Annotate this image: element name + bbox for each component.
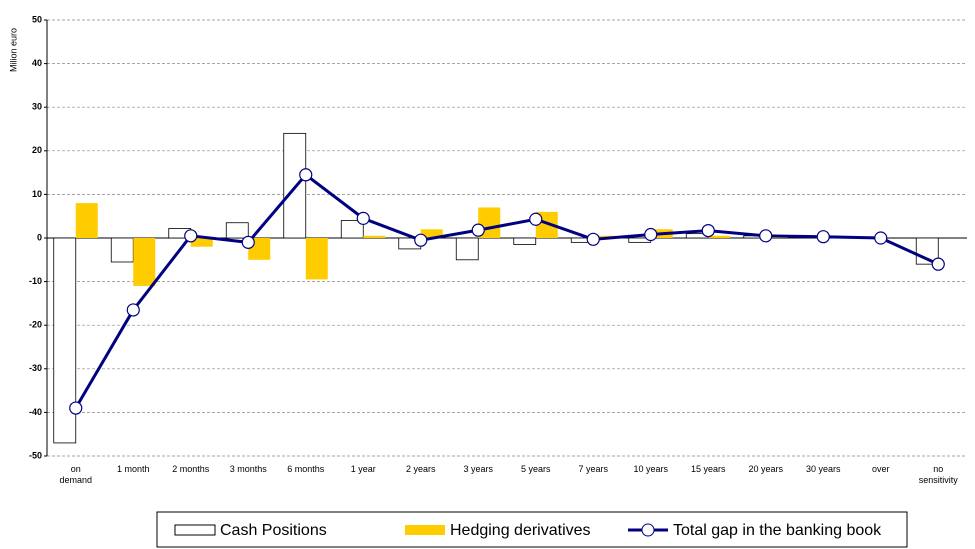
y-tick-label: 10 (32, 189, 42, 199)
x-tick-label: 15 years (690, 464, 726, 474)
x-tick-label: 10 years (633, 464, 669, 474)
bar (340, 220, 364, 239)
y-tick-label: -10 (29, 276, 42, 286)
x-tick-label: over (871, 464, 890, 474)
bar (363, 235, 386, 238)
line-marker (874, 231, 888, 245)
y-tick-label: -50 (29, 450, 42, 460)
x-tick-label: on demand (59, 464, 93, 485)
bar (190, 238, 213, 247)
line-marker (126, 303, 140, 317)
bar (110, 237, 134, 263)
line-marker (931, 257, 945, 271)
bar (513, 237, 537, 245)
x-tick-label: 2 years (405, 464, 436, 474)
line-marker (184, 229, 198, 243)
bar (53, 237, 77, 444)
y-tick-label: 50 (32, 14, 42, 24)
x-tick-label: 20 years (748, 464, 784, 474)
line-marker (356, 211, 370, 225)
line-marker (414, 233, 428, 247)
line-marker (529, 212, 543, 226)
legend-label: Cash Positions (220, 522, 327, 539)
bar (225, 222, 249, 239)
x-tick-label: 6 months (287, 464, 325, 474)
x-tick-label: 30 years (805, 464, 841, 474)
bar (75, 203, 98, 238)
y-tick-label: 0 (37, 232, 42, 242)
legend-label: Total gap in the banking book (673, 522, 882, 539)
legend-swatch (174, 524, 216, 536)
bar (708, 235, 731, 238)
legend-box (156, 511, 908, 548)
line-marker (586, 232, 600, 246)
line-marker (816, 230, 830, 244)
y-tick-label: 40 (32, 58, 42, 68)
bar (455, 237, 479, 261)
line-marker (644, 227, 658, 242)
bar (420, 229, 443, 238)
line-marker (471, 223, 485, 237)
line-marker (701, 223, 715, 238)
y-axis-label: Milion euro (8, 28, 18, 72)
line-marker (299, 168, 313, 182)
x-tick-label: 5 years (520, 464, 551, 474)
y-tick-label: -20 (29, 320, 42, 330)
x-tick-label: 1 year (350, 464, 376, 474)
bar (305, 238, 328, 280)
line (74, 172, 939, 409)
y-tick-label: 20 (32, 145, 42, 155)
x-tick-label: 1 month (116, 464, 150, 474)
line-marker (759, 229, 773, 243)
y-tick-label: 30 (32, 102, 42, 112)
x-tick-label: 2 months (172, 464, 210, 474)
legend-label: Hedging derivatives (450, 522, 591, 539)
x-tick-label: no sensitivity (918, 464, 958, 485)
x-tick-label: 7 years (578, 464, 608, 474)
legend-swatch (641, 523, 655, 537)
y-tick-label: -30 (29, 363, 42, 373)
x-tick-label: 3 years (463, 464, 493, 474)
y-tick-label: -40 (29, 407, 42, 417)
x-tick-label: 3 months (229, 464, 267, 474)
line-marker (241, 235, 255, 249)
bar (133, 238, 156, 286)
line-marker (69, 401, 83, 415)
legend-swatch (405, 525, 445, 535)
